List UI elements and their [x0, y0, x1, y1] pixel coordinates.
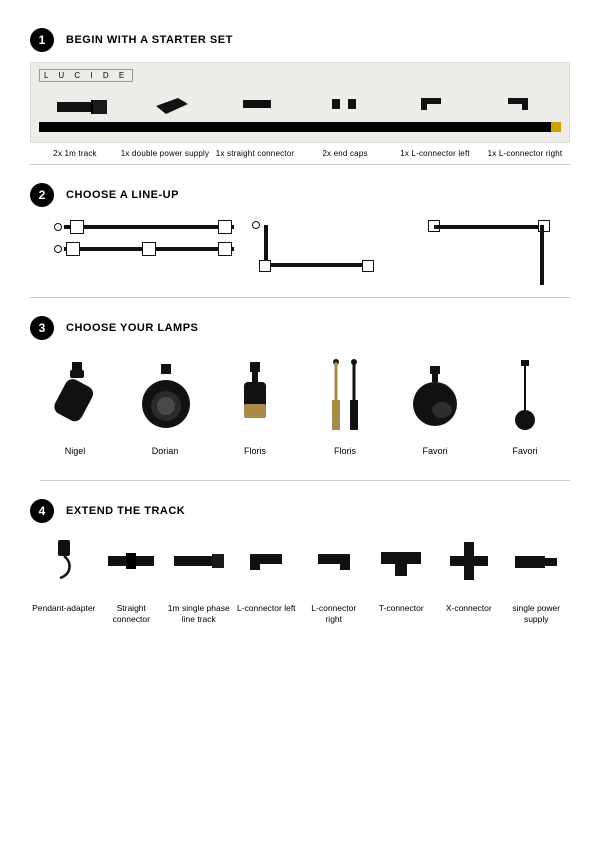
- power-supply-icon: [148, 88, 192, 118]
- step-1-badge: 1: [30, 28, 54, 52]
- starter-caption: 1x L-connector right: [480, 149, 570, 158]
- starter-captions: 2x 1m track 1x double power supply 1x st…: [30, 149, 570, 158]
- ext-item-l-left: [233, 533, 301, 589]
- starter-caption: 2x end caps: [300, 149, 390, 158]
- lineup-l-a: [264, 225, 404, 285]
- lamp-item-nigel: Nigel: [30, 358, 120, 456]
- l-connector-left-icon: [244, 544, 288, 578]
- ext-label: L-connector right: [300, 603, 368, 625]
- l-right-icon: [498, 88, 538, 118]
- step-2: 2 CHOOSE A LINE-UP: [30, 183, 570, 298]
- step-3: 3 CHOOSE YOUR LAMPS Nigel: [30, 316, 570, 481]
- starter-item-track: [39, 88, 126, 118]
- ext-label: Pendant-adapter: [30, 603, 98, 625]
- straight-connector-icon: [237, 88, 277, 118]
- starter-item-straight: [213, 88, 300, 118]
- divider-2: [30, 297, 570, 298]
- lineup-l-b: [434, 225, 544, 285]
- ext-label: L-connector left: [233, 603, 301, 625]
- step-4-head: 4 EXTEND THE TRACK: [30, 499, 570, 523]
- lamp-label: Favori: [422, 446, 447, 456]
- l-connector-right-icon: [312, 544, 356, 578]
- step-4: 4 EXTEND THE TRACK: [30, 499, 570, 625]
- ext-item-l-right: [300, 533, 368, 589]
- ext-item-single-power: [503, 533, 571, 589]
- l-left-icon: [411, 88, 451, 118]
- starter-caption: 1x L-connector left: [390, 149, 480, 158]
- lineups: [30, 217, 570, 291]
- step-2-badge: 2: [30, 183, 54, 207]
- track-long-icon: [172, 546, 226, 576]
- lamp-item-favori-b: Favori: [480, 358, 570, 456]
- ext-item-straight: [98, 533, 166, 589]
- ext-item-pendant-adapter: [30, 533, 98, 589]
- lamp-label: Dorian: [152, 446, 179, 456]
- extend-labels: Pendant-adapter Straight connector 1m si…: [30, 603, 570, 625]
- divider-3: [40, 480, 570, 481]
- t-connector-icon: [377, 542, 425, 580]
- step-4-title: EXTEND THE TRACK: [66, 505, 185, 517]
- lamp-favori-pendant-icon: [505, 358, 545, 436]
- lamp-dorian-icon: [136, 358, 194, 436]
- starter-item-endcaps: [300, 88, 387, 118]
- step-1: 1 BEGIN WITH A STARTER SET L U C I D E: [30, 28, 570, 165]
- lamp-row: Nigel Dorian: [30, 350, 570, 456]
- starter-caption: 1x straight connector: [210, 149, 300, 158]
- extend-row: [30, 533, 570, 589]
- ext-label: 1m single phase line track: [165, 603, 233, 625]
- divider-1: [30, 164, 570, 165]
- starter-item-l-right: [474, 88, 561, 118]
- ext-item-x: [435, 533, 503, 589]
- pendant-adapter-icon: [44, 538, 84, 584]
- ext-label: X-connector: [435, 603, 503, 625]
- ext-item-track: [165, 533, 233, 589]
- brand-label: L U C I D E: [39, 69, 133, 82]
- step-2-title: CHOOSE A LINE-UP: [66, 189, 179, 201]
- ext-label: single power supply: [503, 603, 571, 625]
- lamp-floris-spot-icon: [230, 358, 280, 436]
- starter-item-power: [126, 88, 213, 118]
- lamp-label: Floris: [244, 446, 266, 456]
- lineup-col-mid: [264, 225, 404, 285]
- lamp-item-dorian: Dorian: [120, 358, 210, 456]
- ext-item-t: [368, 533, 436, 589]
- starter-item-l-left: [387, 88, 474, 118]
- ext-label: T-connector: [368, 603, 436, 625]
- step-3-head: 3 CHOOSE YOUR LAMPS: [30, 316, 570, 340]
- step-2-head: 2 CHOOSE A LINE-UP: [30, 183, 570, 207]
- endcaps-icon: [324, 88, 364, 118]
- lamp-item-floris-b: Floris: [300, 358, 390, 456]
- step-4-badge: 4: [30, 499, 54, 523]
- lamp-label: Floris: [334, 446, 356, 456]
- lamp-favori-spot-icon: [408, 358, 462, 436]
- lineup-straight-a: [64, 225, 234, 229]
- straight-connector-icon: [104, 546, 158, 576]
- banner-bottom-strip: [39, 122, 561, 132]
- step-1-head: 1 BEGIN WITH A STARTER SET: [30, 28, 570, 52]
- track-icon: [55, 88, 111, 118]
- step-1-title: BEGIN WITH A STARTER SET: [66, 34, 233, 46]
- lamp-item-floris-a: Floris: [210, 358, 300, 456]
- x-connector-icon: [446, 538, 492, 584]
- lamp-item-favori-a: Favori: [390, 358, 480, 456]
- lamp-nigel-icon: [46, 358, 104, 436]
- lamp-floris-pendant-icon: [320, 358, 370, 436]
- lineup-straight-b: [64, 247, 234, 251]
- starter-row: [39, 88, 561, 118]
- single-power-icon: [511, 547, 561, 575]
- step-3-badge: 3: [30, 316, 54, 340]
- ext-label: Straight connector: [98, 603, 166, 625]
- starter-caption: 2x 1m track: [30, 149, 120, 158]
- lineup-col-right: [434, 225, 560, 285]
- starter-banner: L U C I D E: [30, 62, 570, 143]
- step-3-title: CHOOSE YOUR LAMPS: [66, 322, 198, 334]
- starter-caption: 1x double power supply: [120, 149, 210, 158]
- lamp-label: Favori: [512, 446, 537, 456]
- page: 1 BEGIN WITH A STARTER SET L U C I D E: [0, 0, 600, 673]
- lineup-col-left: [64, 225, 234, 285]
- lamp-label: Nigel: [65, 446, 86, 456]
